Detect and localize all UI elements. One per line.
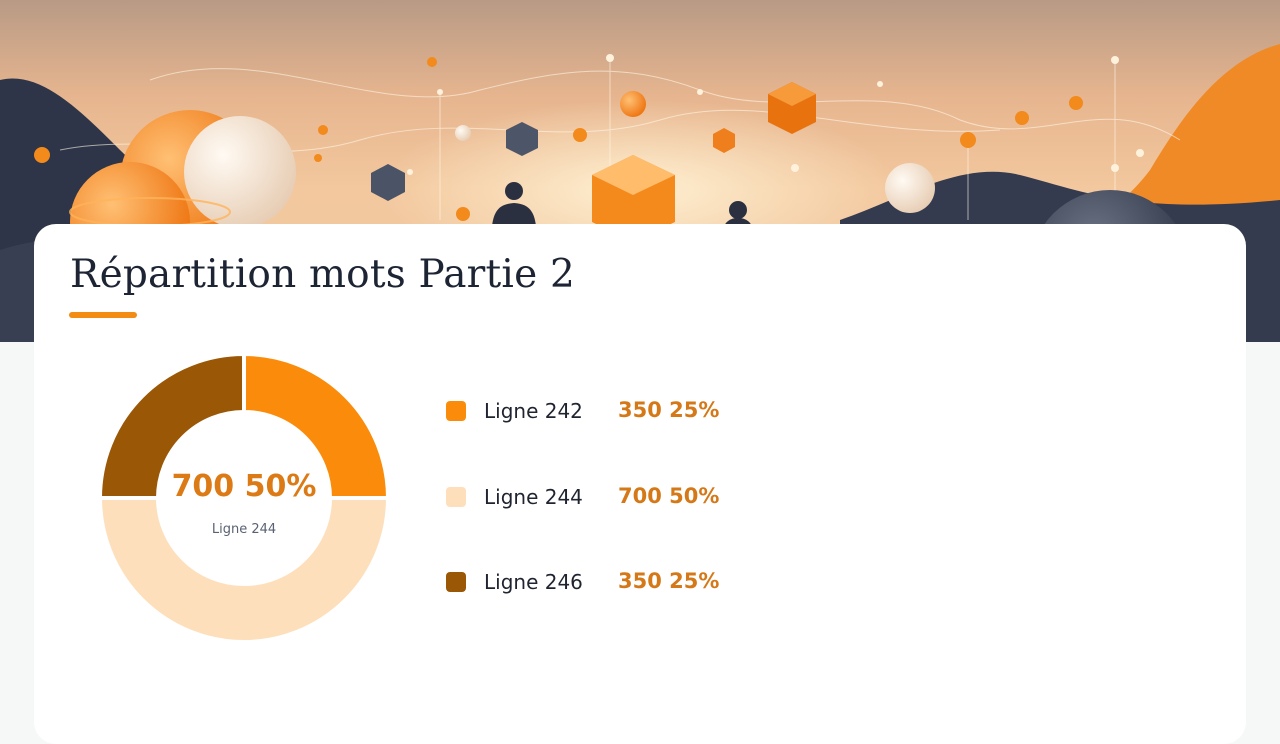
legend-value: 700 50% bbox=[618, 484, 720, 508]
donut-slice-ligne-242 bbox=[242, 354, 388, 500]
legend-swatch bbox=[446, 401, 466, 421]
donut-center-label: Ligne 244 bbox=[211, 522, 277, 537]
legend-label: Ligne 246 bbox=[484, 570, 583, 594]
legend-item-ligne-244: Ligne 244 700 50% bbox=[446, 482, 846, 512]
title-underline bbox=[69, 312, 137, 318]
page-title: Répartition mots Partie 2 bbox=[70, 252, 575, 297]
content-card: Répartition mots Partie 2 700 50% Ligne … bbox=[34, 224, 1246, 744]
donut-chart bbox=[100, 354, 388, 642]
donut-center-value: 700 50% bbox=[171, 469, 317, 504]
legend-label: Ligne 244 bbox=[484, 485, 583, 509]
donut-slice-ligne-244 bbox=[100, 496, 388, 642]
legend-item-ligne-246: Ligne 246 350 25% bbox=[446, 567, 846, 597]
legend-swatch bbox=[446, 487, 466, 507]
legend-swatch bbox=[446, 572, 466, 592]
legend-item-ligne-242: Ligne 242 350 25% bbox=[446, 396, 846, 426]
legend-label: Ligne 242 bbox=[484, 399, 583, 423]
legend-value: 350 25% bbox=[618, 569, 720, 593]
donut-slice-ligne-246 bbox=[100, 354, 246, 500]
legend-value: 350 25% bbox=[618, 398, 720, 422]
